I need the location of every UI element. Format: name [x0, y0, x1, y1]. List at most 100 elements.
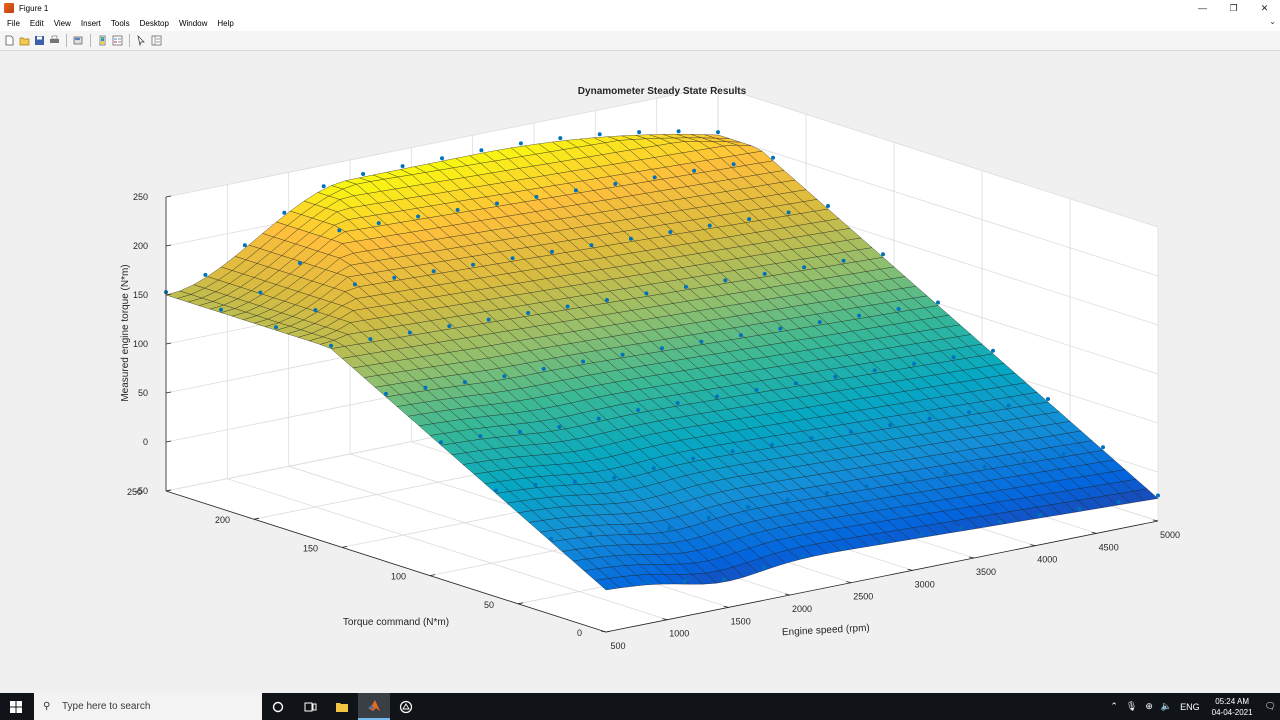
data-point [746, 505, 751, 510]
data-point [683, 284, 688, 289]
menu-window[interactable]: Window [178, 19, 208, 28]
search-placeholder: Type here to search [62, 701, 151, 712]
data-point [447, 324, 452, 329]
language-indicator[interactable]: ENG [1180, 701, 1200, 712]
save-icon[interactable] [34, 35, 45, 46]
notifications-icon[interactable]: 🗨 [1264, 701, 1276, 711]
network-icon[interactable]: ⊕ [1145, 701, 1153, 711]
menu-file[interactable]: File [7, 19, 20, 28]
data-point [919, 532, 924, 537]
data-point [691, 456, 696, 461]
surface-plot[interactable]: -50 0 50 100 150 200 250 0 50 100 150 200 250 500 10… [0, 51, 1280, 693]
data-point [754, 387, 759, 392]
data-point [384, 391, 388, 396]
file-explorer-button[interactable] [326, 693, 358, 720]
data-point [297, 261, 302, 265]
data-point [1156, 493, 1160, 498]
data-point [1077, 506, 1082, 511]
y-tick-mark [605, 630, 612, 633]
data-point [991, 348, 995, 353]
data-point [258, 290, 263, 295]
menu-desktop[interactable]: Desktop [139, 19, 169, 28]
data-point [636, 408, 641, 412]
data-point [880, 539, 884, 544]
microphone-icon[interactable]: 🎙 [1125, 701, 1138, 711]
data-point [771, 155, 775, 160]
toolbar-separator [90, 34, 91, 47]
matlab-taskbar-button[interactable] [358, 693, 390, 720]
data-point [896, 307, 901, 311]
x-tick-mark [784, 593, 791, 596]
z-tick-label: 250 [133, 192, 148, 202]
print-icon[interactable] [49, 35, 60, 46]
menu-edit[interactable]: Edit [29, 19, 44, 28]
data-point [676, 129, 681, 134]
y-axis-line [165, 490, 607, 633]
menu-view[interactable]: View [53, 19, 71, 28]
menu-insert[interactable]: Insert [80, 19, 101, 28]
data-point [573, 188, 578, 193]
volume-icon[interactable]: 🔈 [1160, 701, 1173, 711]
clock[interactable]: 05:24 AM 04-04-2021 [1204, 696, 1261, 718]
data-point [219, 307, 223, 312]
data-point [588, 531, 593, 536]
data-point [1116, 500, 1121, 504]
data-point [274, 325, 278, 330]
data-point [612, 475, 617, 480]
search-icon: ⚲ [43, 701, 51, 712]
new-figure-icon[interactable] [4, 35, 15, 46]
data-point [589, 243, 594, 248]
windows-logo-icon [10, 700, 22, 713]
z-tick-mark [165, 244, 172, 247]
data-point [550, 249, 554, 254]
menu-help[interactable]: Help [217, 19, 234, 28]
x-tick-mark [723, 605, 729, 608]
maximize-button[interactable]: ❐ [1229, 2, 1238, 13]
taskbar-search-box[interactable]: ⚲ Type here to search [34, 693, 262, 720]
data-point [352, 282, 357, 287]
data-point [888, 423, 893, 428]
data-point [581, 359, 586, 364]
app-taskbar-button[interactable] [390, 693, 422, 720]
close-button[interactable]: ✕ [1260, 2, 1269, 13]
y-tick-labels: 0 50 100 150 200 250 [127, 487, 612, 638]
data-point [439, 440, 443, 445]
x-tick-label: 2000 [792, 604, 812, 614]
insert-legend-icon[interactable] [112, 35, 123, 46]
chevron-up-icon[interactable]: ⌃ [1110, 701, 1118, 711]
menu-bar: File Edit View Insert Tools Desktop Wind… [0, 16, 1280, 31]
x-tick-mark [1152, 519, 1159, 522]
cortana-button[interactable] [262, 693, 294, 720]
figure-canvas[interactable]: -50 0 50 100 150 200 250 0 50 100 150 200 250 500 10… [0, 51, 1280, 693]
insert-colorbar-icon[interactable] [97, 35, 108, 46]
data-point [762, 271, 767, 276]
open-file-icon[interactable] [19, 35, 30, 46]
data-point [802, 265, 807, 270]
x-tick-mark [600, 630, 607, 633]
data-point [242, 243, 247, 248]
menu-tools[interactable]: Tools [110, 19, 130, 28]
data-point [825, 491, 829, 495]
grid-line-z [165, 85, 1159, 228]
data-point [572, 479, 577, 484]
print-preview-icon[interactable] [73, 35, 84, 46]
edit-plot-icon[interactable] [136, 35, 147, 46]
data-point [660, 346, 664, 351]
data-point [533, 482, 538, 487]
data-point [392, 275, 397, 280]
start-button[interactable] [0, 693, 32, 720]
minimize-button[interactable]: — [1198, 3, 1207, 13]
toolbar-separator [129, 34, 130, 47]
y-tick-label: 50 [484, 600, 494, 610]
data-point [368, 337, 373, 342]
task-view-button[interactable] [294, 693, 326, 720]
data-point [1037, 513, 1042, 518]
chevron-down-icon[interactable]: ⌄ [1269, 17, 1276, 26]
data-point [912, 361, 917, 366]
data-point [1046, 397, 1050, 401]
x-tick-label: 3000 [915, 579, 935, 589]
x-axis-label: Engine speed (rpm) [782, 623, 870, 639]
y-axis-label: Torque command (N*m) [343, 617, 449, 628]
plot-browser-icon[interactable] [151, 35, 162, 46]
